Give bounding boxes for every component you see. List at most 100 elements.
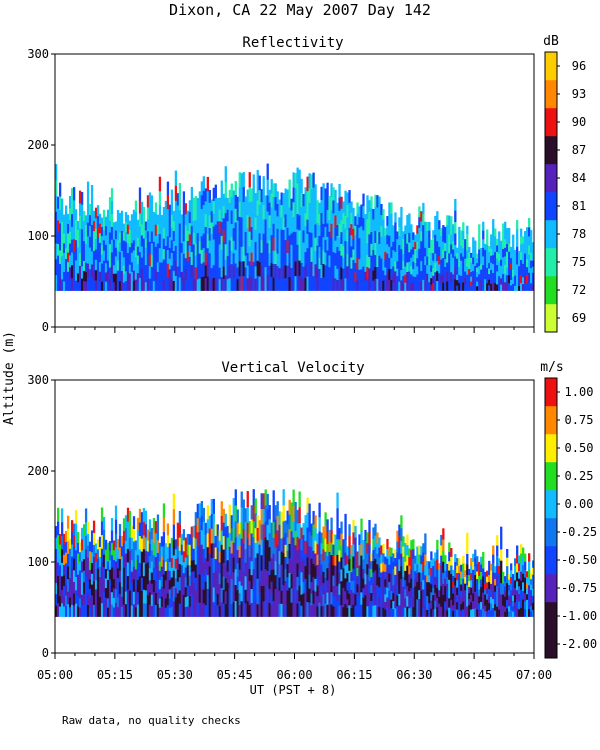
- velocity-data-cell: [260, 554, 263, 571]
- velocity-data-cell: [414, 586, 417, 595]
- reflectivity-data-cell: [390, 257, 393, 269]
- reflectivity-data-cell: [492, 245, 495, 256]
- reflectivity-data-cell: [186, 210, 190, 221]
- velocity-data-cell: [432, 580, 435, 588]
- reflectivity-data-cell: [310, 188, 313, 204]
- velocity-data-cell: [212, 601, 215, 617]
- reflectivity-data-cell: [230, 237, 233, 251]
- velocity-data-cell: [102, 566, 106, 580]
- reflectivity-data-cell: [270, 262, 273, 277]
- reflectivity-data-cell: [102, 240, 106, 251]
- reflectivity-data-cell: [480, 258, 483, 265]
- velocity-data-cell: [420, 581, 423, 591]
- velocity-data-cell: [80, 572, 84, 584]
- reflectivity-data-cell: [322, 196, 325, 211]
- velocity-data-cell: [346, 599, 349, 609]
- reflectivity-data-cell: [76, 255, 80, 265]
- velocity-data-cell: [440, 545, 443, 556]
- reflectivity-data-cell: [146, 230, 150, 244]
- reflectivity-data-cell: [120, 230, 124, 241]
- velocity-data-cell: [292, 584, 295, 602]
- reflectivity-data-cell: [352, 249, 355, 260]
- reflectivity-data-cell: [474, 284, 477, 291]
- velocity-data-cell: [358, 565, 361, 576]
- reflectivity-data-cell: [290, 256, 293, 268]
- reflectivity-data-cell: [302, 242, 305, 255]
- velocity-data-cell: [246, 491, 249, 508]
- reflectivity-data-cell: [122, 273, 126, 283]
- velocity-data-cell: [364, 529, 367, 542]
- reflectivity-data-cell: [456, 274, 459, 281]
- reflectivity-data-cell: [494, 244, 497, 253]
- velocity-data-cell: [390, 608, 393, 617]
- velocity-data-cell: [172, 524, 176, 540]
- velocity-data-cell: [204, 604, 207, 617]
- reflectivity-data-cell: [286, 227, 289, 241]
- reflectivity-data-cell: [314, 197, 317, 212]
- reflectivity-data-cell: [174, 215, 178, 231]
- velocity-data-cell: [528, 584, 531, 594]
- velocity-data-cell: [412, 558, 415, 569]
- reflectivity-data-cell: [112, 222, 116, 232]
- velocity-data-cell: [352, 556, 355, 569]
- velocity-data-cell: [316, 606, 319, 617]
- velocity-data-cell: [234, 568, 237, 586]
- reflectivity-data-cell: [474, 259, 477, 266]
- reflectivity-data-cell: [162, 280, 166, 291]
- reflectivity-data-cell: [274, 196, 277, 211]
- reflectivity-data-cell: [78, 240, 82, 254]
- reflectivity-data-cell: [146, 254, 150, 268]
- velocity-data-cell: [318, 559, 321, 575]
- reflectivity-data-cell: [236, 267, 239, 280]
- reflectivity-data-cell: [108, 243, 112, 256]
- velocity-data-cell: [394, 608, 397, 617]
- velocity-data-cell: [342, 539, 345, 550]
- velocity-data-cell: [368, 580, 371, 593]
- reflectivity-data-cell: [290, 233, 293, 245]
- velocity-data-cell: [366, 574, 369, 586]
- reflectivity-data-cell: [316, 245, 319, 258]
- reflectivity-data-cell: [276, 216, 279, 229]
- reflectivity-data-cell: [462, 273, 465, 283]
- velocity-data-cell: [84, 603, 88, 617]
- velocity-data-cell: [62, 533, 66, 545]
- velocity-data-cell: [118, 524, 122, 536]
- reflectivity-data-cell: [424, 238, 427, 248]
- velocity-data-cell: [262, 493, 265, 510]
- reflectivity-data-cell: [414, 241, 417, 250]
- reflectivity-data-cell: [140, 268, 144, 280]
- velocity-data-cell: [62, 585, 66, 597]
- reflectivity-data-cell: [378, 243, 381, 256]
- reflectivity-data-cell: [100, 244, 104, 255]
- reflectivity-data-cell: [454, 267, 457, 280]
- velocity-data-cell: [340, 580, 343, 594]
- reflectivity-data-cell: [430, 246, 433, 253]
- reflectivity-data-cell: [122, 223, 126, 233]
- velocity-data-cell: [238, 521, 241, 535]
- velocity-data-cell: [270, 581, 273, 594]
- velocity-data-cell: [494, 604, 497, 611]
- velocity-data-cell: [338, 561, 341, 573]
- reflectivity-data-cell: [238, 187, 241, 203]
- reflectivity-data-cell: [290, 221, 293, 234]
- velocity-data-cell: [272, 506, 275, 523]
- velocity-data-cell: [364, 605, 367, 617]
- reflectivity-data-cell: [280, 217, 283, 230]
- velocity-data-cell: [324, 551, 327, 565]
- velocity-data-cell: [242, 543, 245, 559]
- velocity-data-cell: [336, 508, 339, 524]
- velocity-data-cell: [144, 510, 148, 525]
- reflectivity-data-cell: [142, 269, 146, 281]
- velocity-data-cell: [344, 590, 347, 605]
- reflectivity-data-cell: [248, 216, 251, 232]
- reflectivity-data-cell: [76, 281, 80, 291]
- velocity-data-cell: [234, 489, 237, 506]
- velocity-data-cell: [496, 586, 499, 597]
- reflectivity-data-cell: [68, 231, 72, 244]
- reflectivity-data-cell: [458, 250, 461, 260]
- reflectivity-data-cell: [314, 277, 317, 291]
- reflectivity-data-cell: [352, 228, 355, 240]
- velocity-data-cell: [98, 556, 102, 567]
- reflectivity-data-cell: [196, 255, 199, 268]
- velocity-data-cell: [458, 609, 461, 617]
